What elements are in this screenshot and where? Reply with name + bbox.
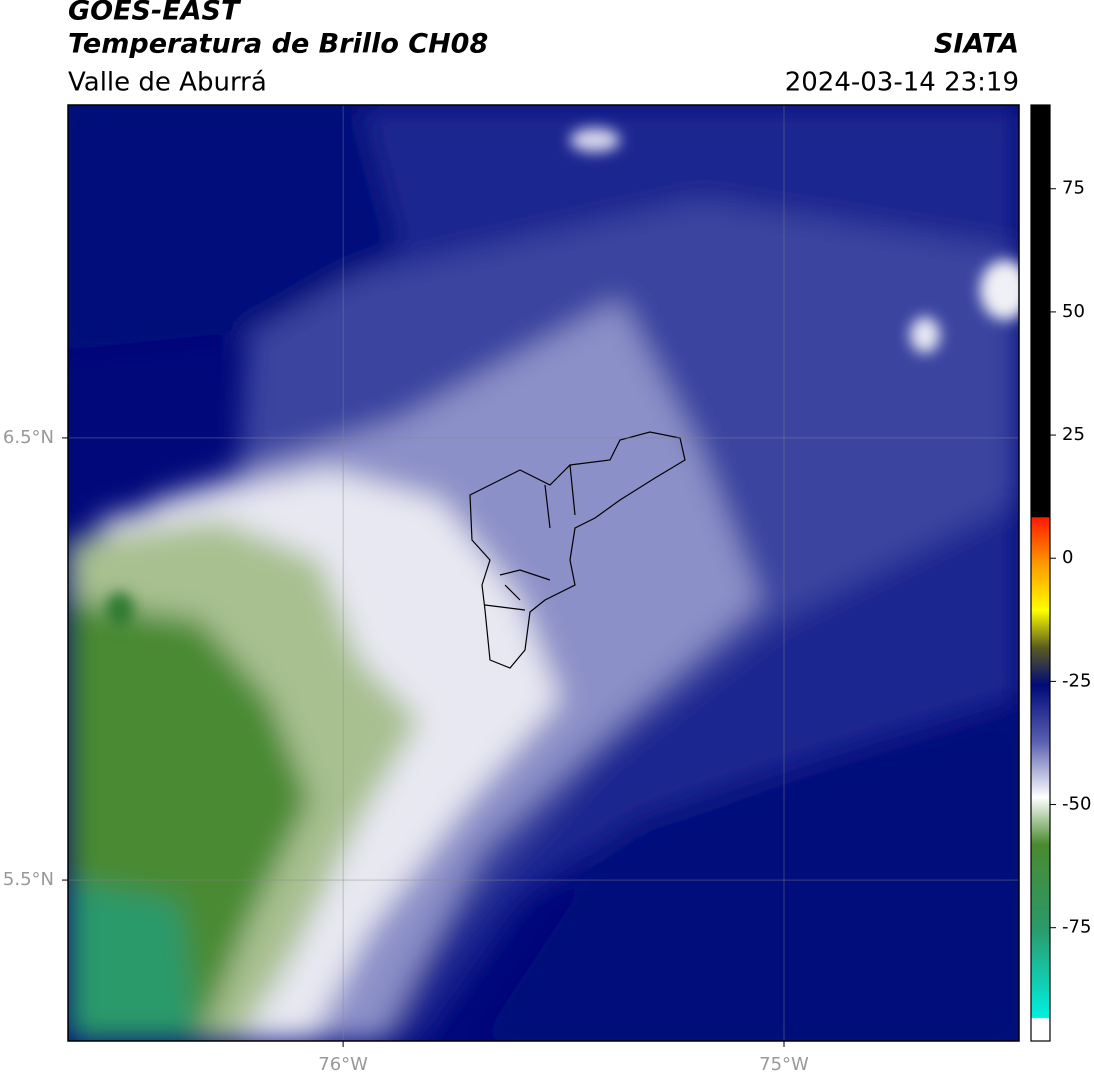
subtitle: Temperatura de Brillo CH08 [68, 29, 488, 60]
source: SIATA [934, 29, 1019, 60]
colorbar-tick-label: 25 [1062, 424, 1085, 445]
colorbar [1030, 104, 1051, 1042]
y-tick-label: 6.5°N [3, 427, 54, 448]
graticule [68, 105, 1019, 1041]
y-tick-label: 5.5°N [3, 869, 54, 890]
x-tick-label: 75°W [759, 1054, 809, 1075]
colorbar-tick-label: -25 [1062, 670, 1091, 691]
colorbar-tick-label: 50 [1062, 301, 1085, 322]
map-frame [67, 104, 1020, 1042]
region: Valle de Aburrá [68, 68, 267, 98]
satellite-image [68, 105, 1019, 1041]
x-tick-label: 76°W [318, 1054, 368, 1075]
colorbar-tick-label: -75 [1062, 917, 1091, 938]
colorbar-tick-label: 75 [1062, 178, 1085, 199]
colorbar-tick-label: -50 [1062, 794, 1091, 815]
timestamp: 2024-03-14 23:19 [785, 68, 1019, 98]
colorbar-tick-label: 0 [1062, 547, 1073, 568]
title: GOES-EAST [68, 0, 242, 27]
